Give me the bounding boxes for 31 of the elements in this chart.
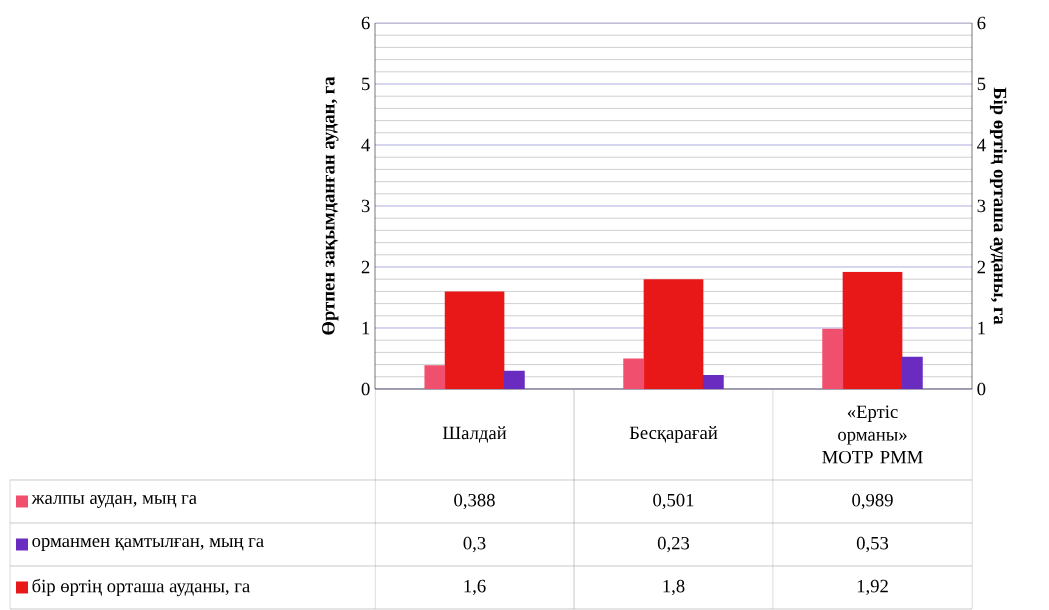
legend-label: бір өртің орташа ауданы, га	[32, 578, 250, 597]
data-label: 0,501	[653, 493, 694, 510]
y-tick-label: 4	[361, 138, 371, 152]
y-axis-title: Өртпен зақымданған аудан, га	[322, 76, 339, 335]
data-label: 0,388	[454, 493, 495, 510]
data-label: 0,23	[657, 536, 690, 553]
data-label: 0,53	[856, 536, 889, 553]
y-tick-label: 6	[361, 16, 370, 30]
y-tick-label: 0	[361, 382, 370, 396]
x-tick-label: «Ертіс орманы» МОТР РММ	[822, 405, 923, 464]
y2-tick-label: 1	[978, 321, 985, 335]
y-tick-label: 2	[361, 260, 370, 274]
x-tick-label: Бесқарағай	[629, 426, 718, 443]
y-tick-label: 3	[361, 199, 370, 213]
y2-tick-label: 4	[977, 138, 986, 152]
legend-label: жалпы аудан, мың га	[31, 495, 197, 508]
y2-tick-label: 2	[977, 260, 986, 274]
data-label: 0,989	[852, 493, 893, 510]
y2-tick-label: 5	[977, 77, 986, 91]
y-tick-label: 5	[362, 77, 370, 91]
legend-label: орманмен қамтылған, мың га	[32, 538, 264, 551]
data-label: 1,8	[663, 579, 685, 596]
y2-tick-label: 3	[977, 199, 986, 213]
y2-tick-label: 0	[977, 382, 986, 396]
y2-tick-label: 6	[977, 16, 986, 30]
y-tick-label: 1	[362, 321, 370, 335]
x-tick-label: Шалдай	[442, 426, 507, 443]
y2-axis-title: Бір өртің орташа ауданы, га	[989, 87, 1007, 325]
data-label: 1,6	[464, 579, 486, 596]
data-label: 0,3	[463, 536, 486, 553]
data-label: 1,92	[857, 579, 888, 596]
